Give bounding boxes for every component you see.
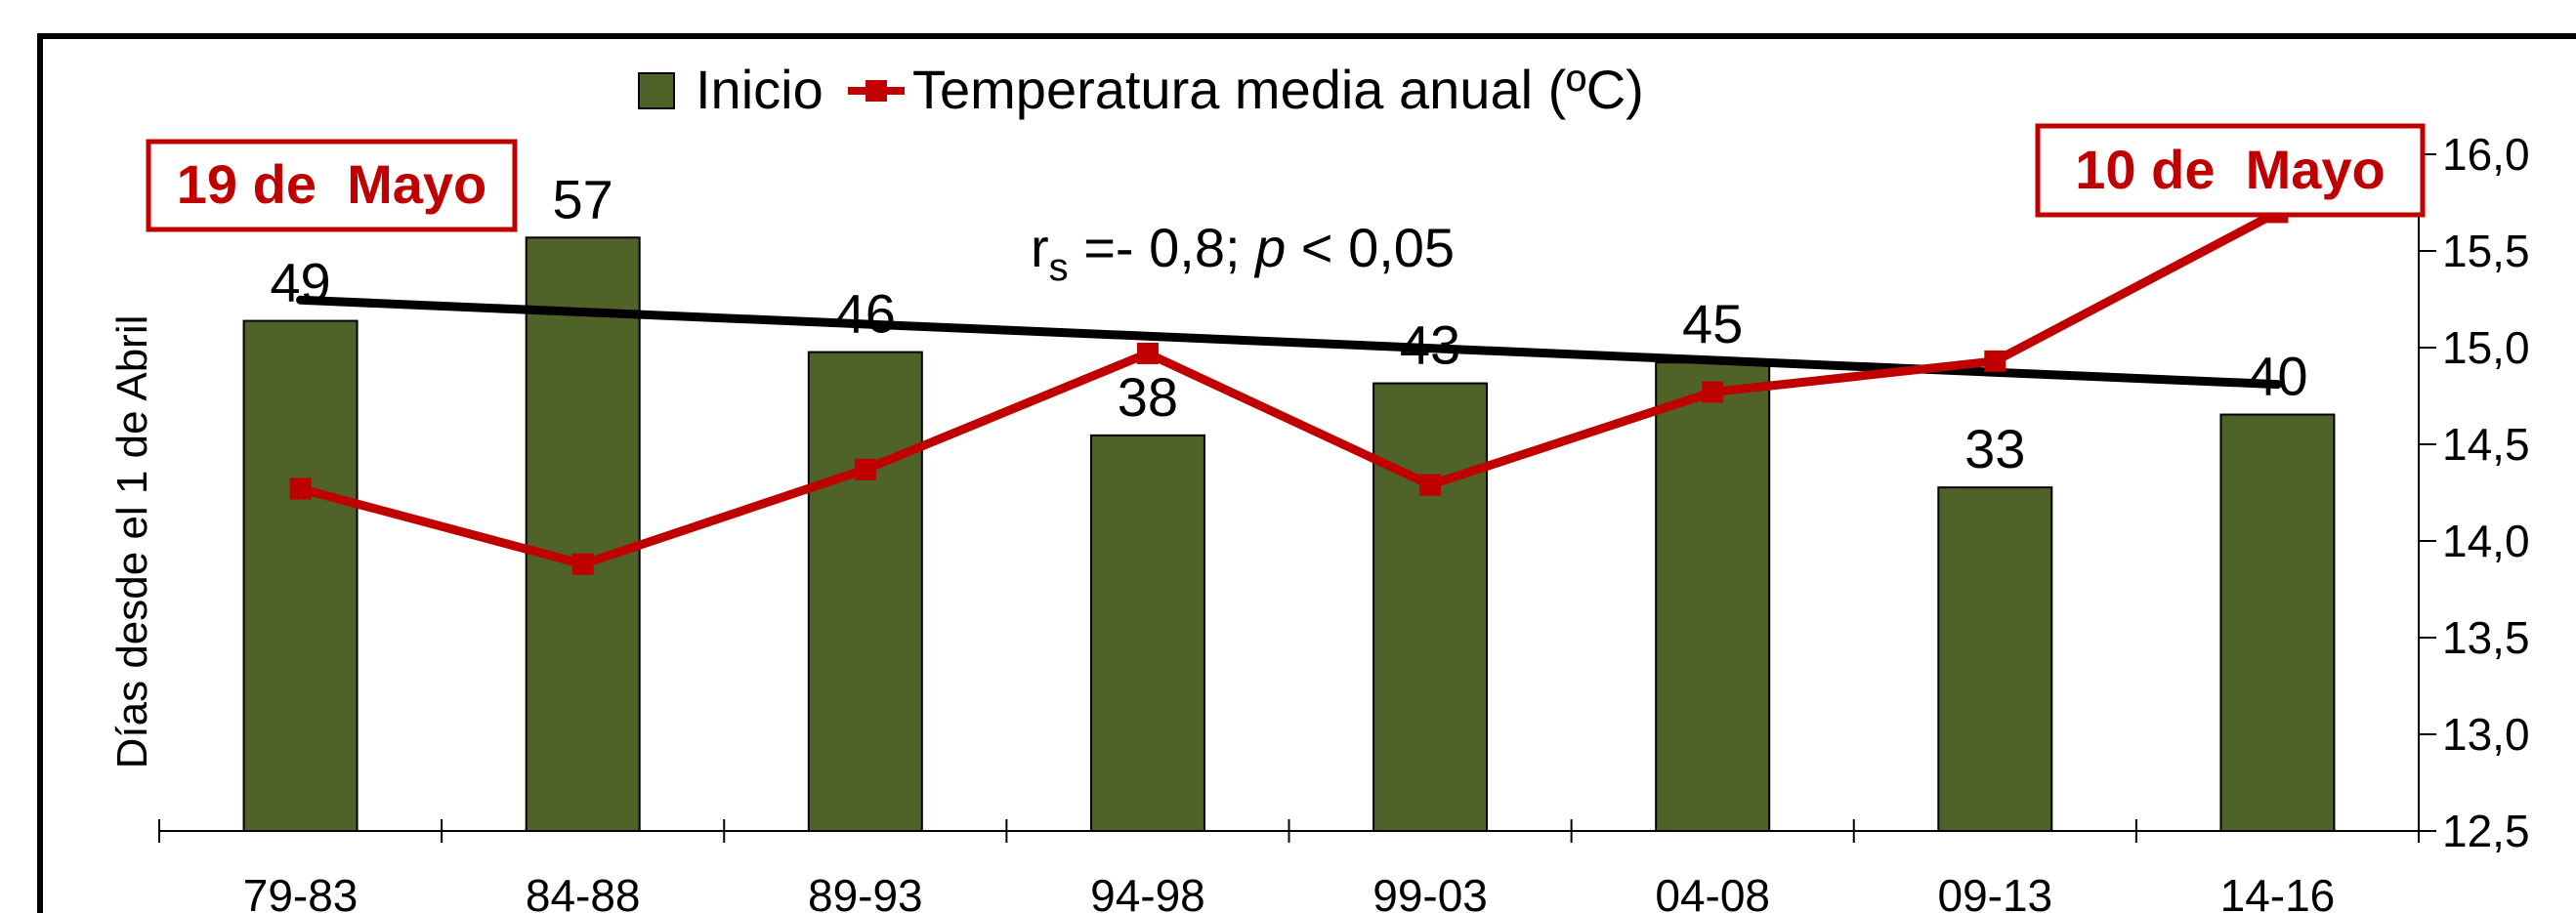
legend-marker-temperature [866,80,887,102]
legend: Inicio Temperatura media anual (ºC) [638,59,1644,120]
bar-94-98 [1089,434,1205,832]
temperature-point-04-08 [1702,381,1724,403]
bar-value-label: 45 [1682,293,1743,354]
annotation-right-text: 10 de Mayo [2075,139,2385,200]
bar-79-83 [242,319,359,833]
temperature-point-89-93 [854,458,876,480]
chart-frame [37,33,2576,913]
bar-99-03 [1372,382,1489,832]
bar-14-16 [2219,413,2336,832]
y-axis-title: Días desde el 1 de Abril [108,315,156,769]
legend-label-inicio: Inicio [696,59,823,120]
y2-tick-label: 14,5 [2442,419,2530,470]
x-tick-label: 09-13 [1937,870,2052,913]
axes-group: 79-83 84-88 89-93 94-98 99-03 04-08 09-13 14-16… [158,129,2530,913]
temperature-point-09-13 [1984,350,2006,372]
x-tick-label: 79-83 [243,870,359,913]
x-tick-label: 94-98 [1090,870,1205,913]
y2-tick-label: 15,5 [2442,226,2530,276]
x-tick-label: 89-93 [808,870,923,913]
y2-tick-label: 13,0 [2442,709,2530,760]
bar-data-labels: 4957463843453340 [270,168,2307,479]
x-tick-label: 99-03 [1372,870,1488,913]
stat-subscript: s [1049,246,1069,289]
bar-value-label: 40 [2247,346,2307,407]
stat-r: r [1031,217,1049,278]
temperature-point-84-88 [571,553,594,575]
x-tick-label: 84-88 [526,870,641,913]
temperature-point-79-83 [289,477,312,500]
bar-89-93 [807,351,923,832]
y2-tick-label: 14,0 [2442,516,2530,566]
bar-value-label: 57 [553,168,613,229]
bar-series-inicio [242,236,2336,833]
temperature-point-94-98 [1136,342,1159,364]
x-tick-label: 04-08 [1655,870,1770,913]
temperature-point-99-03 [1419,474,1442,496]
stat-p: p [1253,217,1286,278]
y2-tick-label: 12,5 [2442,806,2530,856]
annotation-box-right: 10 de Mayo [2035,123,2426,218]
y2-tick-label: 15,0 [2442,322,2530,373]
bar-value-label: 38 [1118,366,1178,428]
annotation-box-left: 19 de Mayo [146,139,518,232]
temperature-line [299,208,2280,569]
x-tick-label: 14-16 [2220,870,2336,913]
bar-09-13 [1937,486,2053,832]
bar-value-label: 46 [835,283,896,345]
correlation-annotation: rs =- 0,8; p < 0,05 [1031,217,1455,289]
legend-label-temperature: Temperatura media anual (ºC) [912,59,1644,120]
bar-value-label: 33 [1964,418,2025,479]
bar-04-08 [1655,361,1771,832]
stat-end: < 0,05 [1286,217,1455,278]
y2-tick-label: 16,0 [2442,129,2530,180]
y2-tick-label: 13,5 [2442,612,2530,663]
bar-84-88 [525,236,641,833]
legend-swatch-inicio [638,72,675,109]
annotation-left-text: 19 de Mayo [177,153,486,215]
stat-middle: =- 0,8; [1069,217,1255,278]
